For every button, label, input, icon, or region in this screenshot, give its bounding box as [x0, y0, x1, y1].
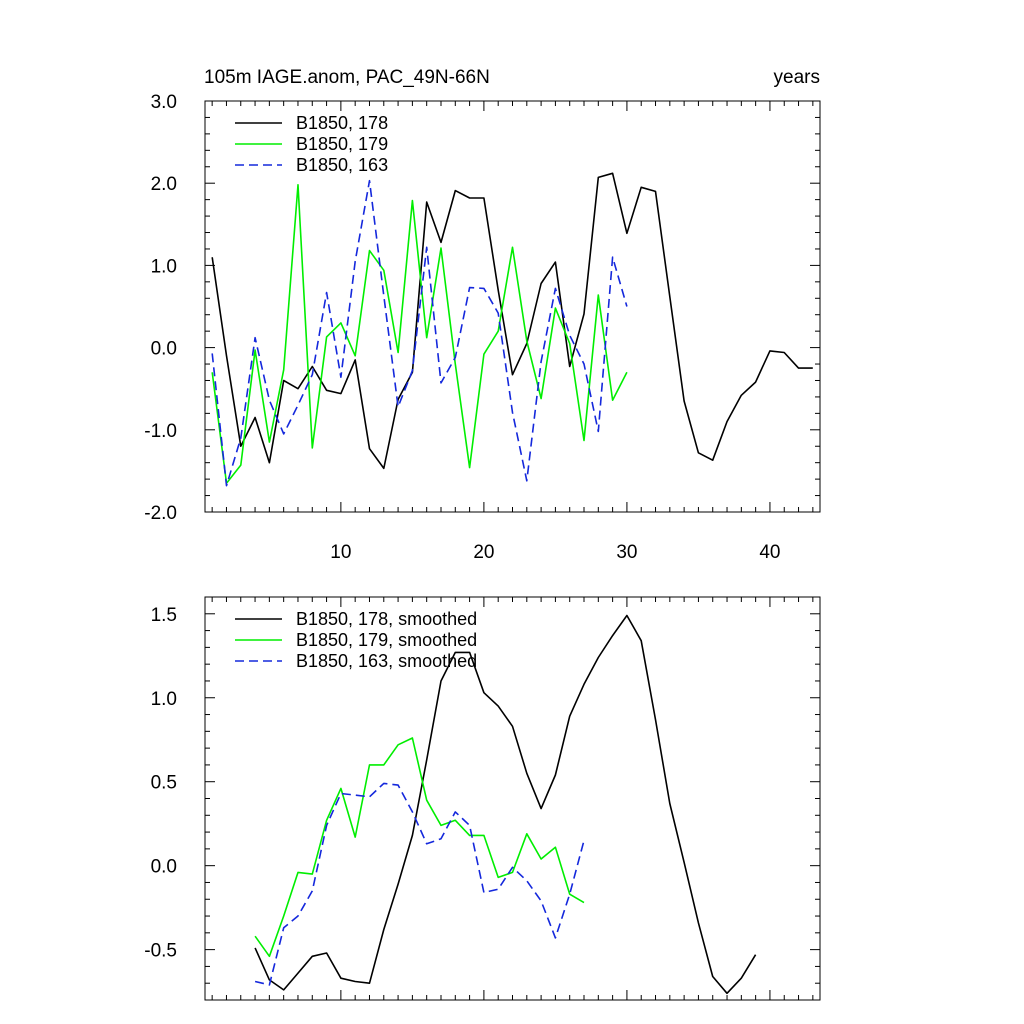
top-y-tick-label: 2.0 [151, 174, 177, 195]
top-y-tick-label: 3.0 [151, 92, 177, 113]
bottom-y-tick-label: 1.5 [151, 605, 177, 626]
bottom-series-line-1 [254, 614, 757, 995]
top-y-tick-label: -2.0 [144, 503, 177, 524]
top-y-tick-label: 1.0 [151, 256, 177, 277]
top-y-tick-label: 0.0 [151, 339, 177, 360]
bottom-y-tick-label: -0.5 [144, 941, 177, 962]
top-legend-label-1: B1850, 178 [296, 113, 388, 133]
top-x-tick-label: 20 [473, 542, 494, 563]
bottom-legend-label-2: B1850, 179, smoothed [296, 630, 477, 650]
bottom-y-tick-label: 1.0 [151, 689, 177, 710]
bottom-legend-label-3: B1850, 163, smoothed [296, 651, 477, 671]
top-legend-label-2: B1850, 179 [296, 134, 388, 154]
top-series-line-1 [211, 172, 813, 470]
chart-header-right: years [774, 67, 820, 88]
top-series-line-2 [211, 184, 628, 485]
chart-header-left: 105m IAGE.anom, PAC_49N-66N [204, 67, 490, 88]
top-x-tick-label: 10 [330, 542, 351, 563]
top-legend-label-3: B1850, 163 [296, 155, 388, 175]
bottom-y-tick-label: 0.0 [151, 857, 177, 878]
bottom-y-tick-label: 0.5 [151, 773, 177, 794]
top-x-tick-label: 40 [759, 542, 780, 563]
top-series-line-3 [211, 179, 628, 487]
bottom-series-line-2 [254, 737, 585, 958]
bottom-series-line-3 [254, 782, 585, 986]
bottom-legend-label-1: B1850, 178, smoothed [296, 609, 477, 629]
top-y-tick-label: -1.0 [144, 421, 177, 442]
bottom-panel: -0.50.00.51.01.5 B1850, 178, smoothedB185… [144, 596, 821, 1001]
top-x-tick-label: 30 [616, 542, 637, 563]
